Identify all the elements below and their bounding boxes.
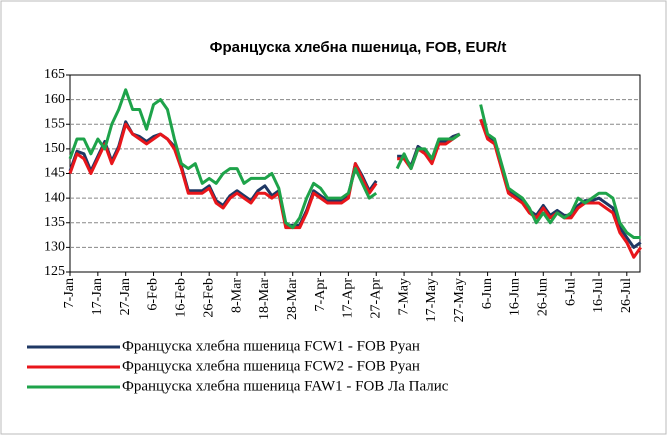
x-tick-label: 7-May xyxy=(396,278,411,315)
y-tick-label: 155 xyxy=(44,116,65,131)
legend-label: Француска хлебна пшеница FCW2 - FOB Руан xyxy=(122,358,420,374)
x-tick-label: 28-Mar xyxy=(285,278,300,320)
series-line xyxy=(68,88,641,240)
legend-label: Француска хлебна пшеница FCW1 - FOB Руан xyxy=(122,338,420,354)
x-tick-label: 26-Feb xyxy=(201,278,216,318)
y-tick-label: 140 xyxy=(44,190,65,205)
x-tick-label: 17-Apr xyxy=(341,278,356,319)
x-tick-label: 6-Jun xyxy=(480,278,495,309)
x-tick-label: 26-Jul xyxy=(619,278,634,313)
x-tick-label: 7-Jan xyxy=(62,278,77,308)
y-tick-label: 145 xyxy=(44,166,65,181)
y-tick-label: 165 xyxy=(44,67,65,82)
x-tick-label: 16-Jul xyxy=(591,278,606,313)
x-tick-label: 7-Apr xyxy=(313,278,328,312)
x-tick-label: 27-May xyxy=(452,278,467,322)
y-tick-label: 130 xyxy=(44,240,65,255)
x-tick-label: 17-Jan xyxy=(90,278,105,315)
y-tick-label: 135 xyxy=(44,215,65,230)
x-tick-label: 6-Jul xyxy=(563,278,578,306)
x-tick-label: 16-Feb xyxy=(174,278,189,318)
x-tick-label: 17-May xyxy=(424,278,439,322)
x-tick-label: 6-Feb xyxy=(146,278,161,311)
legend-label: Француска хлебна пшеница FAW1 - FOB Ла П… xyxy=(122,378,449,394)
y-tick-label: 125 xyxy=(44,264,65,279)
x-tick-label: 8-Mar xyxy=(229,278,244,313)
y-tick-label: 160 xyxy=(44,92,65,107)
x-tick-label: 27-Jan xyxy=(118,278,133,315)
x-tick-label: 27-Apr xyxy=(368,278,383,319)
y-tick-label: 150 xyxy=(44,141,65,156)
x-tick-label: 16-Jun xyxy=(508,278,523,316)
x-tick-label: 18-Mar xyxy=(257,278,272,320)
x-tick-label: 26-Jun xyxy=(535,278,550,316)
chart-title: Француска хлебна пшеница, FOB, EUR/t xyxy=(210,39,507,56)
